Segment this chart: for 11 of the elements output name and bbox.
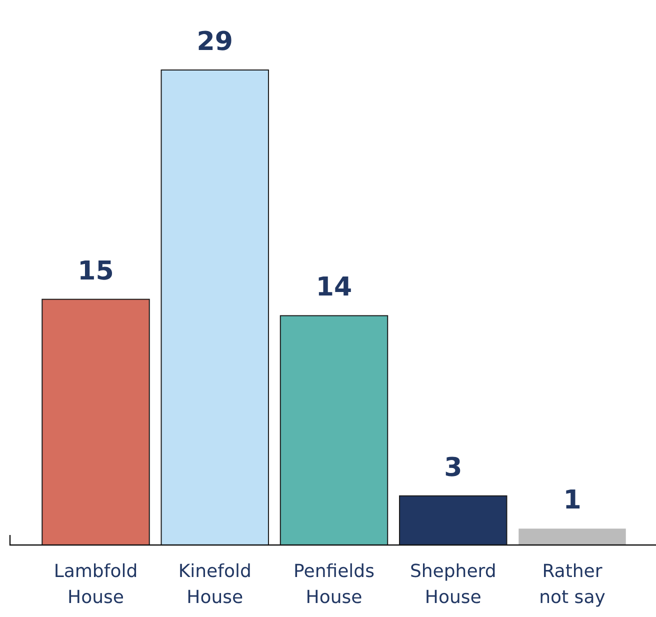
- data-label: 15: [78, 256, 114, 286]
- x-tick-label: Lambfold House: [54, 561, 138, 608]
- x-tick-label: Shepherd House: [410, 561, 496, 608]
- x-tick-label: Kinefold House: [178, 561, 252, 608]
- data-label: 1: [563, 486, 582, 516]
- x-tick-label: Penfields House: [294, 561, 374, 608]
- data-label: 14: [316, 272, 352, 303]
- data-label: 29: [196, 27, 233, 57]
- data-label: 3: [444, 452, 462, 483]
- bar: [518, 528, 626, 545]
- x-tick-label: Rather not say: [539, 561, 606, 608]
